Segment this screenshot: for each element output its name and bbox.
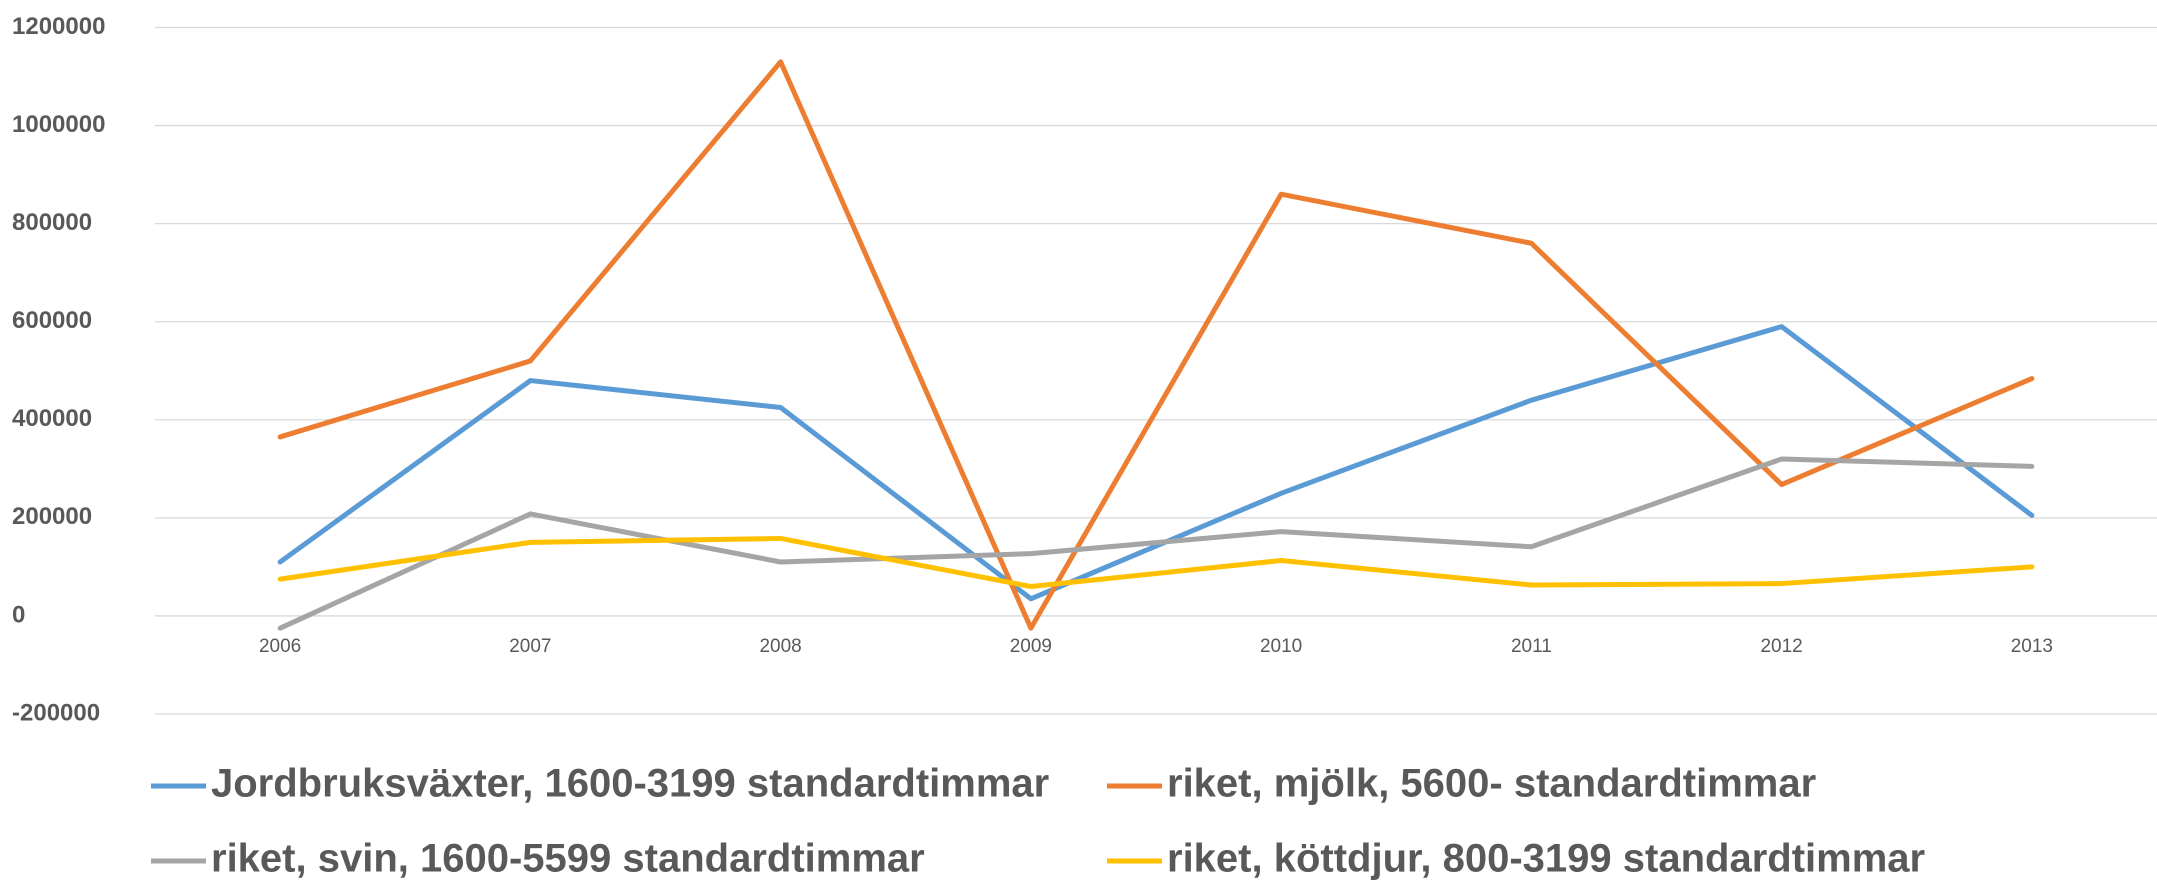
- legend-label: riket, mjölk, 5600- standardtimmar: [1167, 762, 1816, 806]
- x-tick-label: 2007: [509, 636, 551, 657]
- y-tick-label: 400000: [12, 405, 92, 432]
- x-tick-label: 2008: [759, 636, 801, 657]
- legend-label: riket, svin, 1600-5599 standardtimmar: [211, 837, 925, 880]
- y-tick-label: 1200000: [12, 13, 105, 40]
- y-tick-label: 1000000: [12, 111, 105, 138]
- series-line: [277, 59, 2035, 631]
- legend-label: Jordbruksväxter, 1600-3199 standardtimma…: [211, 762, 1049, 806]
- x-tick-label: 2010: [1260, 636, 1302, 657]
- x-tick-label: 2011: [1511, 636, 1552, 657]
- x-tick-label: 2006: [259, 636, 301, 657]
- y-tick-label: 600000: [12, 307, 92, 334]
- series-line: [277, 456, 2035, 631]
- y-tick-label: -200000: [12, 699, 100, 726]
- y-tick-label: 0: [12, 601, 25, 628]
- legend-label: riket, köttdjur, 800-3199 standardtimmar: [1167, 837, 1925, 880]
- x-tick-label: 2012: [1760, 636, 1802, 657]
- x-tick-label: 2013: [2011, 636, 2053, 657]
- y-tick-label: 800000: [12, 209, 92, 236]
- y-tick-label: 200000: [12, 503, 92, 530]
- series-line: [277, 535, 2035, 590]
- x-tick-label: 2009: [1010, 636, 1052, 657]
- series-line: [277, 324, 2035, 602]
